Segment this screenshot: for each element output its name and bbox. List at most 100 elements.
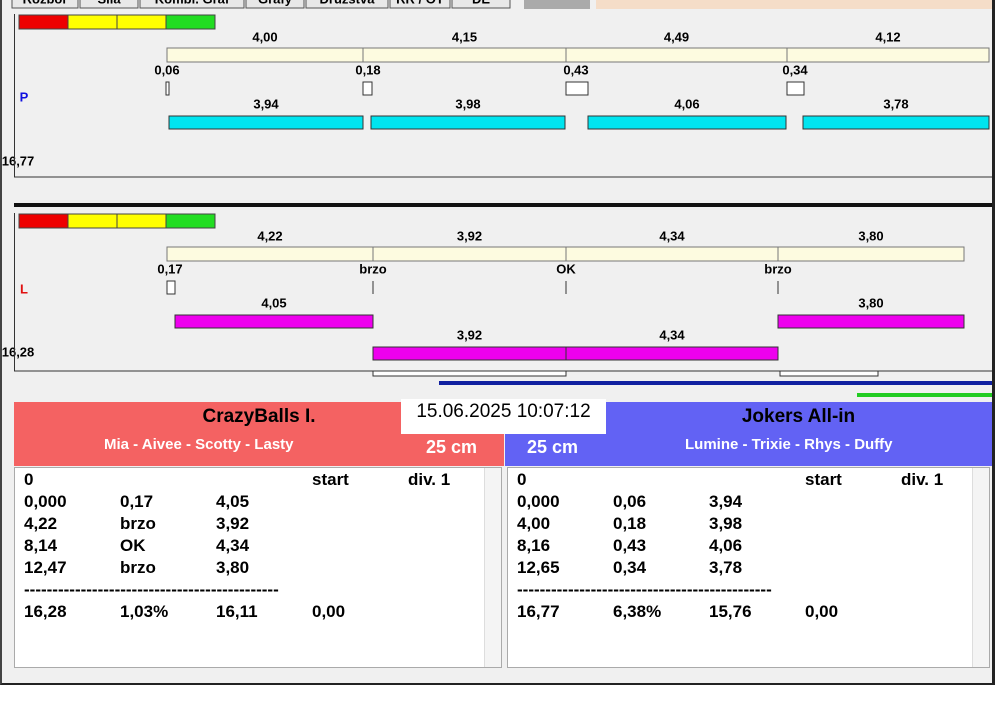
progress-green [857, 393, 992, 397]
split-segment [786, 47, 990, 63]
signal-light [18, 213, 69, 229]
tab-label[interactable]: RR / OT [396, 0, 444, 6]
reaction-label: brzo [359, 261, 387, 276]
table-cell: 3,98 [709, 514, 743, 533]
result-table: 0 start div. 1 0,000 0,06 3,94 4,00 0,18 3,98 8,1… [507, 467, 990, 668]
run-bar [777, 314, 965, 329]
tab [389, 0, 451, 9]
table-cell: start [312, 470, 349, 489]
tab-label[interactable]: Kombi. Graf [155, 0, 230, 6]
run-bar [802, 115, 990, 130]
reaction-label: 0,43 [563, 62, 588, 77]
table-cell: 16,77 [517, 602, 560, 621]
run-bar [587, 115, 787, 130]
table-cell: 3,80 [216, 558, 250, 577]
small-box [779, 370, 879, 377]
run-label: 4,06 [674, 96, 699, 111]
tab-strip [596, 0, 992, 9]
table-cell: 3,92 [216, 514, 250, 533]
run-label: 3,78 [883, 96, 908, 111]
table-cell: 0 [517, 470, 527, 489]
app-window: Rozbor Síla Kombi. Graf Grafy Družstva RR / O… [0, 0, 995, 685]
signal-light [116, 14, 167, 30]
run-bar [168, 115, 364, 130]
tab-strip [524, 0, 590, 9]
separator [14, 203, 992, 207]
table-cell: 0,000 [517, 492, 560, 511]
lane-letter: P [20, 89, 29, 104]
reaction-box [362, 81, 373, 96]
team-name: Jokers All-in [741, 406, 856, 427]
run-label: 3,80 [858, 295, 883, 310]
table-cell: 0,06 [613, 492, 647, 511]
table-cell: 3,78 [709, 558, 743, 577]
reaction-box [565, 81, 589, 96]
run-bar [372, 346, 567, 361]
reaction-label: 0,06 [154, 62, 179, 77]
table-cell: 1,03% [120, 602, 169, 621]
split-segment [166, 246, 374, 262]
tab [11, 0, 79, 9]
run-bar [174, 314, 374, 329]
table-cell: brzo [120, 558, 156, 577]
table-cell: 8,14 [24, 536, 58, 555]
split-label: 4,34 [659, 228, 685, 243]
split-label: 4,22 [257, 228, 282, 243]
signal-light [18, 14, 69, 30]
split-label: 3,80 [858, 228, 883, 243]
reaction-box [166, 280, 176, 295]
table-cell: 16,28 [24, 602, 67, 621]
reaction-label: brzo [764, 261, 792, 276]
lane-total: 16,77 [2, 153, 34, 168]
table-cell: 0,000 [24, 492, 67, 511]
tab-label[interactable]: DE [472, 0, 490, 6]
split-segment [565, 47, 788, 63]
table-cell: 0 [24, 470, 34, 489]
split-label: 3,92 [457, 228, 482, 243]
table-cell: 12,47 [24, 558, 67, 577]
table-cell: 0,17 [120, 492, 154, 511]
tab-label[interactable]: Síla [97, 0, 121, 6]
run-bar [565, 346, 779, 361]
tab-label[interactable]: Družstva [320, 0, 376, 6]
split-label: 4,00 [252, 29, 277, 44]
reaction-label: 0,34 [782, 62, 808, 77]
team-members: Mia - Aivee - Scotty - Lasty [104, 436, 294, 453]
scrollbar[interactable] [484, 468, 501, 667]
run-label: 4,05 [261, 295, 286, 310]
lane-total: 16,28 [2, 344, 34, 359]
signal-light [165, 14, 216, 30]
split-label: 4,12 [875, 29, 900, 44]
lane-letter: L [20, 281, 28, 296]
run-label: 3,92 [457, 327, 482, 342]
datetime: 15.06.2025 10:07:12 [401, 399, 606, 434]
split-segment [372, 246, 567, 262]
tab [245, 0, 305, 9]
reaction-label: OK [556, 261, 576, 276]
table-cell: 12,65 [517, 558, 560, 577]
signal-light [165, 213, 216, 229]
table-cell: 15,76 [709, 602, 752, 621]
signal-light [67, 14, 118, 30]
table-cell: 0,00 [312, 602, 346, 621]
table-cell: 6,38% [613, 602, 662, 621]
split-segment [565, 246, 779, 262]
reaction-label: 0,18 [355, 62, 380, 77]
table-cell: 16,11 [216, 602, 258, 621]
tab-label[interactable]: Grafy [258, 0, 293, 6]
tab [451, 0, 511, 9]
team-panel-right: Jokers All-in Lumine - Trixie - Rhys - D… [505, 402, 992, 466]
table-cell: 0,34 [613, 558, 647, 577]
split-label: 4,49 [664, 29, 689, 44]
table-cell: 3,94 [709, 492, 743, 511]
run-label: 3,94 [253, 96, 279, 111]
tab-label[interactable]: Rozbor [23, 0, 68, 6]
table-cell: brzo [120, 514, 156, 533]
table-cell: 4,00 [517, 514, 551, 533]
scrollbar[interactable] [972, 468, 989, 667]
table-cell: 4,06 [709, 536, 743, 555]
signal-light [67, 213, 118, 229]
distance: 25 cm [426, 437, 478, 457]
table-cell: 4,22 [24, 514, 58, 533]
reaction-box [165, 81, 170, 96]
